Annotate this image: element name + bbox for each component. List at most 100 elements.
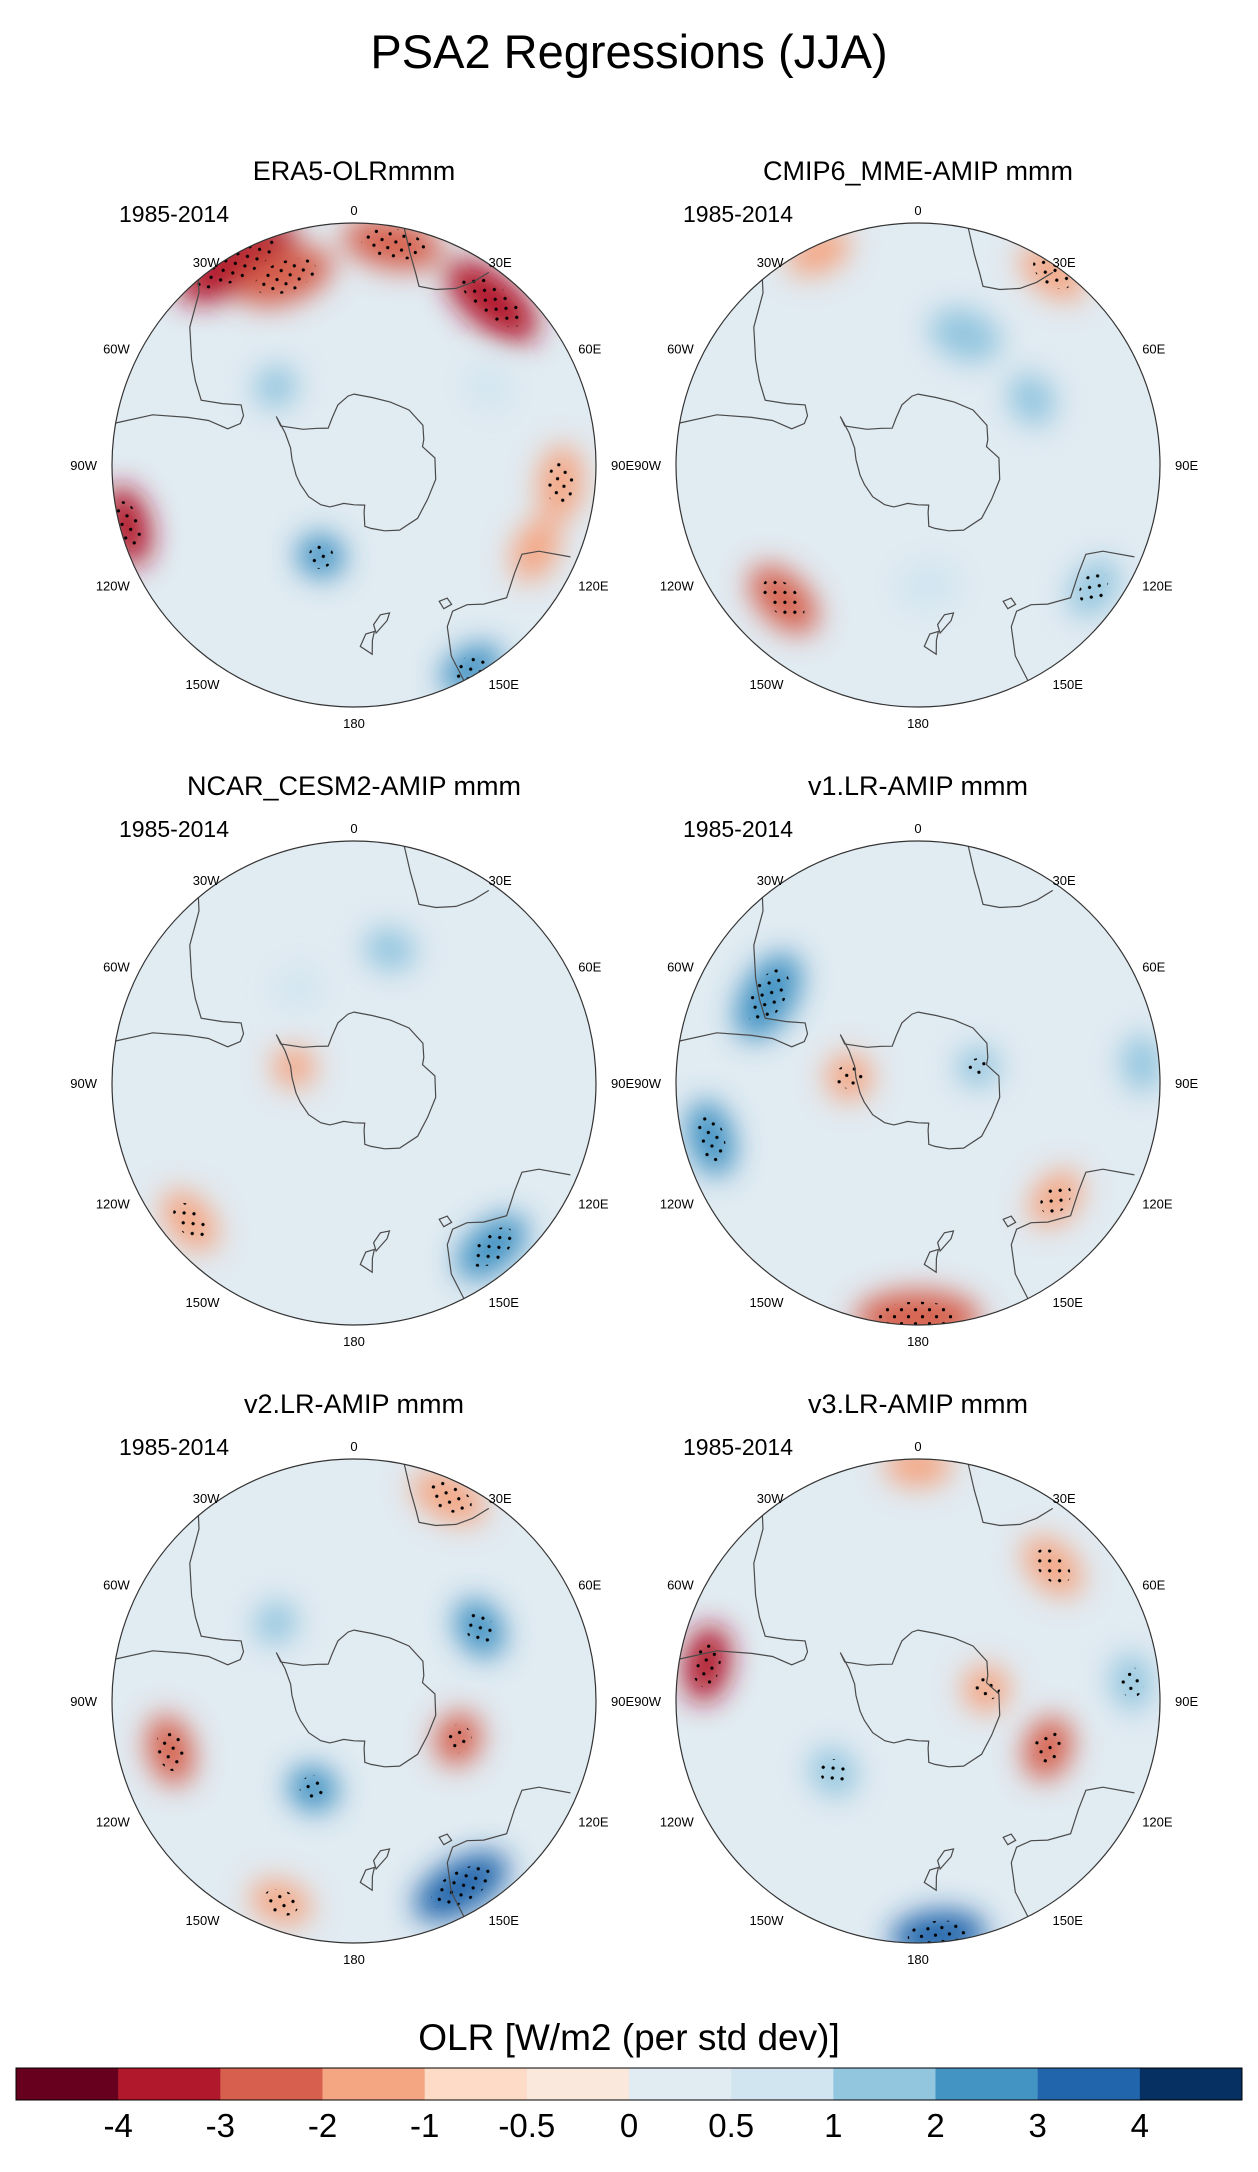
panel: NCAR_CESM2-AMIP mmm 1985-2014 0 30E 60E 90E 12… <box>70 771 634 1349</box>
panel-period: 1985-2014 <box>683 816 793 842</box>
australia-coast <box>446 550 571 681</box>
anomaly-blob <box>254 1601 297 1644</box>
map-background <box>112 841 596 1325</box>
anomaly-blob <box>364 928 416 971</box>
stipple-region <box>196 234 277 289</box>
lon-tick-label: 60W <box>667 342 694 357</box>
australia-coast <box>446 1168 571 1299</box>
map-border <box>111 222 597 708</box>
lon-tick-label: 60W <box>103 342 130 357</box>
lon-tick-label: 150E <box>1053 677 1084 692</box>
stipple-region <box>426 1481 472 1514</box>
colorbar-segment <box>220 2068 323 2100</box>
lon-tick-label: 30W <box>193 1491 220 1506</box>
lon-tick-label: 30E <box>1053 873 1076 888</box>
map-border <box>111 840 597 1326</box>
new-zealand-north-coast <box>359 1248 376 1274</box>
lon-tick-label: 30E <box>1053 1491 1076 1506</box>
lon-tick-label: 120W <box>96 1815 131 1830</box>
new-zealand-north-coast <box>923 1866 940 1892</box>
lon-tick-label: 90W <box>634 1076 661 1091</box>
lon-tick-label: 90W <box>634 1694 661 1709</box>
panel: v2.LR-AMIP mmm 1985-2014 0 30E 60E 90E 120E 150… <box>70 1389 634 1967</box>
stipple-region <box>820 1759 847 1786</box>
new-zealand-south-coast <box>372 1848 391 1871</box>
lon-tick-label: 120E <box>1142 1815 1173 1830</box>
lon-tick-label: 120E <box>578 1815 609 1830</box>
panel-title: NCAR_CESM2-AMIP mmm <box>187 771 521 801</box>
stipple-region <box>693 1640 721 1687</box>
lon-tick-label: 180 <box>343 1334 365 1349</box>
colorbar-segment <box>424 2068 528 2100</box>
lon-tick-label: 180 <box>907 1334 929 1349</box>
lon-tick-label: 60W <box>667 960 694 975</box>
colorbar-tick-label: 0 <box>620 2107 638 2144</box>
lon-tick-label: 150E <box>489 677 520 692</box>
tasmania-coast <box>438 597 453 610</box>
anomaly-blob <box>467 363 511 411</box>
lon-tick-label: 180 <box>907 716 929 731</box>
stipple-region <box>1040 1182 1072 1215</box>
australia-coast <box>446 1786 571 1917</box>
significance-stippling <box>173 1202 514 1268</box>
panel-title: v3.LR-AMIP mmm <box>808 1389 1028 1419</box>
lon-tick-label: 150E <box>489 1295 520 1310</box>
stipple-region <box>762 578 805 621</box>
lon-tick-label: 180 <box>343 1952 365 1967</box>
africa-coast <box>967 1464 1054 1527</box>
stipple-region <box>462 274 522 328</box>
lon-tick-label: 30E <box>489 255 512 270</box>
lon-tick-label: 30W <box>193 873 220 888</box>
africa-coast <box>967 228 1054 291</box>
anomaly-blob <box>929 308 1001 362</box>
lon-tick-label: 150W <box>186 1295 221 1310</box>
lon-tick-label: 120W <box>660 1197 695 1212</box>
stipple-region <box>173 1202 207 1239</box>
map-disk <box>676 223 1160 707</box>
stipple-region <box>360 227 426 260</box>
colorbar-segment <box>526 2068 630 2100</box>
lon-tick-label: 30W <box>193 255 220 270</box>
panel-title: CMIP6_MME-AMIP mmm <box>763 156 1073 186</box>
lon-tick-label: 90E <box>1175 458 1198 473</box>
lon-tick-label: 90W <box>70 458 97 473</box>
stipple-region <box>696 1115 726 1162</box>
panel-period: 1985-2014 <box>119 1434 229 1460</box>
lon-tick-label: 0 <box>914 1439 921 1454</box>
lon-tick-label: 150E <box>489 1913 520 1928</box>
panel-title: v1.LR-AMIP mmm <box>808 771 1028 801</box>
tasmania-coast <box>438 1833 453 1846</box>
south-america-coast <box>115 279 245 430</box>
stipple-region <box>430 1865 492 1909</box>
colorbar-segment <box>322 2068 426 2100</box>
map-disk <box>112 223 596 707</box>
australia-coast <box>1010 1786 1135 1917</box>
new-zealand-south-coast <box>372 1230 391 1253</box>
lon-tick-label: 30E <box>1053 255 1076 270</box>
lon-tick-label: 30E <box>489 1491 512 1506</box>
anomaly-blob <box>1121 1034 1160 1093</box>
lon-tick-label: 90W <box>70 1694 97 1709</box>
map-border <box>111 1458 597 1944</box>
anomaly-blob <box>896 561 961 610</box>
lon-tick-label: 90W <box>70 1076 97 1091</box>
stipple-region <box>308 543 334 569</box>
coastlines <box>679 228 1135 681</box>
new-zealand-south-coast <box>372 612 391 635</box>
colorbar-tick-label: 2 <box>926 2107 944 2144</box>
new-zealand-south-coast <box>936 1848 955 1871</box>
lon-tick-label: 120W <box>96 579 131 594</box>
lon-tick-label: 0 <box>350 203 357 218</box>
map-border <box>675 222 1161 708</box>
map-disk <box>676 1459 1160 1943</box>
map-disk <box>112 841 596 1325</box>
stipple-region <box>875 1301 961 1325</box>
australia-coast <box>1010 1168 1135 1299</box>
map-background <box>112 223 596 707</box>
lon-tick-label: 30W <box>757 255 784 270</box>
colorbar-tick-label: -0.5 <box>498 2107 555 2144</box>
coastlines <box>115 1464 571 1917</box>
lon-tick-label: 180 <box>343 716 365 731</box>
lon-tick-label: 0 <box>350 1439 357 1454</box>
tasmania-coast <box>1002 1833 1017 1846</box>
